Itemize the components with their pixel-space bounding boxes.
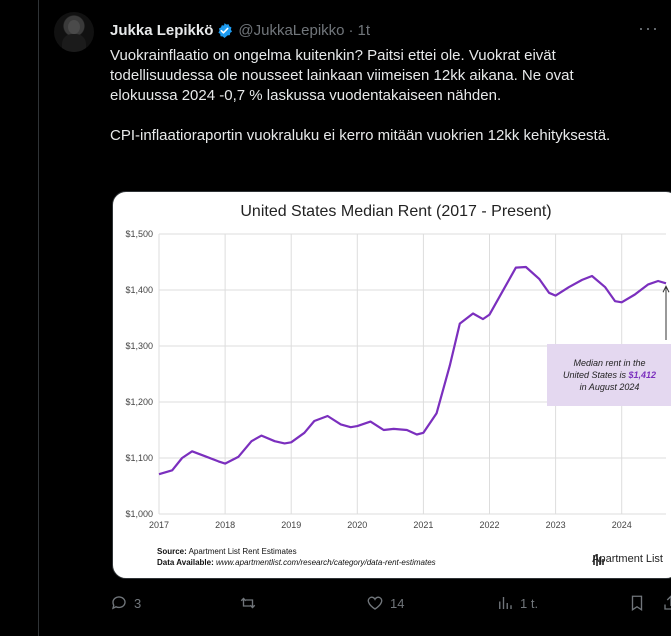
tweet-time[interactable]: 1t xyxy=(357,21,371,39)
views-icon xyxy=(499,597,512,609)
avatar-head xyxy=(68,20,80,34)
source-value: Apartment List Rent Estimates xyxy=(188,547,297,556)
logo-text: Apartment xyxy=(592,553,643,565)
x-tick-label: 2020 xyxy=(347,520,367,530)
annotation-line2: United States is xyxy=(562,370,626,380)
tweet[interactable]: Jukka Lepikkö @JukkaLepikko · 1t ··· Vuo… xyxy=(38,0,671,636)
x-tick-label: 2018 xyxy=(215,520,235,530)
annotation-line3: in August 2024 xyxy=(579,382,640,392)
y-tick-label: $1,000 xyxy=(125,509,153,519)
reply-button[interactable]: 3 xyxy=(110,594,141,612)
views-button[interactable]: 1 t. xyxy=(496,594,538,612)
share-button[interactable] xyxy=(662,594,671,612)
share-icon xyxy=(664,595,671,610)
x-tick-label: 2021 xyxy=(413,520,433,530)
bookmark-button[interactable] xyxy=(628,594,646,612)
annotation-value: $1,412 xyxy=(628,370,657,380)
views-count: 1 t. xyxy=(520,595,539,611)
like-count: 14 xyxy=(390,595,405,611)
available-value: www.apartmentlist.com/research/category/… xyxy=(216,558,436,567)
y-tick-label: $1,200 xyxy=(125,397,153,407)
tweet-text: Vuokrainflaatio on ongelma kuitenkin? Pa… xyxy=(110,47,611,144)
annotation-line2-wrap: United States is $1,412 xyxy=(547,369,671,381)
chart-title: United States Median Rent (2017 - Presen… xyxy=(240,203,551,220)
available-row: Data Available: www.apartmentlist.com/re… xyxy=(157,557,436,568)
action-bar: 3 14 1 t. xyxy=(110,594,671,614)
chart-source: Source: Apartment List Rent Estimates Da… xyxy=(157,546,436,568)
y-tick-label: $1,400 xyxy=(125,285,153,295)
source-label: Source: xyxy=(157,547,187,556)
like-icon xyxy=(367,596,383,610)
separator-dot: · xyxy=(348,21,354,39)
more-icon[interactable]: ··· xyxy=(638,18,659,38)
chart-annotation: Median rent in the United States is $1,4… xyxy=(547,344,671,406)
y-tick-label: $1,300 xyxy=(125,341,153,351)
apartment-list-logo: Apartment List xyxy=(592,553,663,566)
verified-badge-icon[interactable] xyxy=(216,22,233,39)
x-tick-label: 2017 xyxy=(149,520,169,530)
x-tick-label: 2024 xyxy=(612,520,632,530)
like-button[interactable]: 14 xyxy=(366,594,404,612)
x-tick-label: 2019 xyxy=(281,520,301,530)
reply-icon xyxy=(111,596,126,610)
author-name[interactable]: Jukka Lepikkö xyxy=(110,21,214,39)
bookmark-icon xyxy=(631,595,643,612)
author-handle[interactable]: @JukkaLepikko xyxy=(238,21,345,39)
logo-mark-icon xyxy=(593,554,604,566)
left-rail xyxy=(0,0,39,636)
annotation-line1: Median rent in the xyxy=(573,358,646,368)
repost-icon xyxy=(240,597,256,609)
avatar[interactable] xyxy=(54,12,94,52)
logo-text2: List xyxy=(645,553,663,565)
avatar-body xyxy=(62,34,86,52)
source-row: Source: Apartment List Rent Estimates xyxy=(157,546,436,557)
annotation-arrow-head xyxy=(662,285,670,293)
x-tick-label: 2022 xyxy=(479,520,499,530)
x-tick-label: 2023 xyxy=(546,520,566,530)
available-label: Data Available: xyxy=(157,558,214,567)
tweet-header: Jukka Lepikkö @JukkaLepikko · 1t xyxy=(110,20,655,40)
reply-count: 3 xyxy=(134,595,142,611)
y-tick-label: $1,500 xyxy=(125,229,153,239)
series-line xyxy=(158,265,667,476)
repost-button[interactable] xyxy=(238,594,264,612)
media-card[interactable]: United States Median Rent (2017 - Presen… xyxy=(112,191,671,579)
y-tick-label: $1,100 xyxy=(125,453,153,463)
